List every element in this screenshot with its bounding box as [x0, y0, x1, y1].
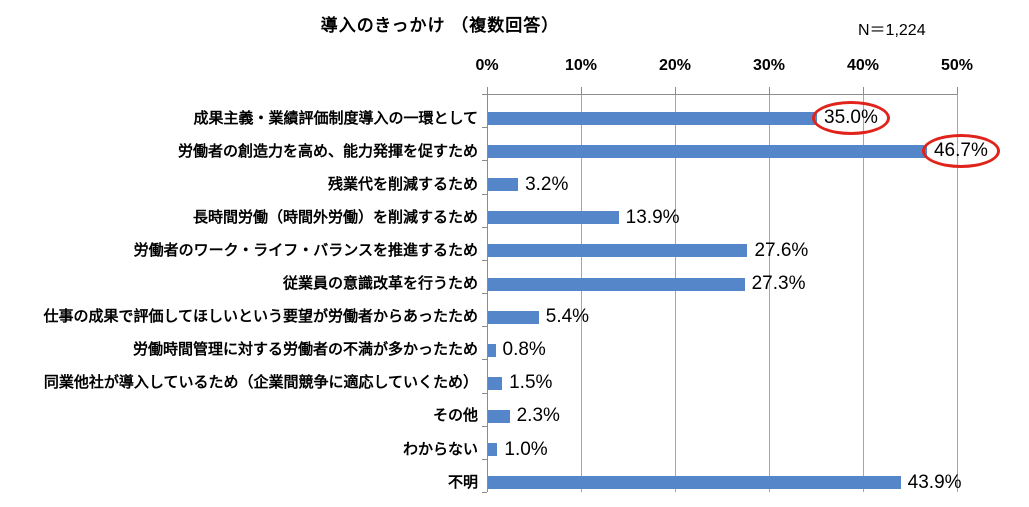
- gridline: [957, 94, 958, 492]
- bar: [488, 443, 498, 456]
- category-axis-tick-mark: [482, 425, 487, 427]
- plot-top-border: [487, 94, 957, 95]
- category-label: 労働者のワーク・ライフ・バランスを推進するため: [133, 241, 478, 259]
- category-label: 労働者の創造力を高め、能力発揮を促すため: [177, 142, 478, 160]
- x-axis-tick-mark: [769, 87, 770, 94]
- bar: [488, 310, 539, 324]
- value-label: 13.9%: [625, 206, 680, 228]
- value-label: 43.9%: [907, 471, 962, 493]
- value-label-circled: 35.0%: [812, 100, 890, 135]
- x-axis-tick-mark: [957, 87, 958, 94]
- category-axis-tick-mark: [482, 392, 487, 394]
- gridline: [675, 94, 676, 492]
- bar: [488, 376, 503, 390]
- category-axis-tick-mark: [482, 359, 487, 361]
- x-axis-tick-label: 10%: [564, 57, 598, 74]
- x-axis-tick-label: 40%: [846, 57, 880, 74]
- category-label: わからない: [402, 440, 478, 458]
- bar: [488, 409, 510, 423]
- chart-title: 導入のきっかけ （複数回答）: [320, 16, 560, 35]
- category-axis-line: [487, 87, 488, 492]
- category-label: 残業代を削減するため: [327, 175, 478, 193]
- category-axis-tick-mark: [482, 293, 487, 294]
- category-axis-tick-mark: [482, 226, 487, 228]
- gridline: [769, 94, 770, 492]
- x-axis-tick-mark: [581, 87, 582, 94]
- category-axis-tick-mark: [482, 492, 487, 493]
- bar: [488, 145, 927, 159]
- category-axis-tick-mark: [482, 326, 487, 328]
- bar: [488, 211, 619, 225]
- x-axis-tick-mark: [675, 87, 676, 94]
- value-label: 0.8%: [502, 339, 546, 361]
- bar: [488, 476, 901, 490]
- x-axis-tick-label: 50%: [940, 57, 974, 74]
- bar: [488, 244, 748, 258]
- category-label: 成果主義・業績評価制度導入の一環として: [193, 109, 478, 127]
- x-axis-tick-label: 0%: [475, 57, 499, 74]
- x-axis-tick-label: 30%: [752, 57, 786, 74]
- category-axis-tick-mark: [482, 160, 487, 162]
- category-label: 仕事の成果で評価してほしいという要望が労働者からあったため: [43, 308, 478, 326]
- category-label: 不明: [447, 473, 478, 491]
- category-label: その他: [432, 407, 478, 425]
- value-label: 1.0%: [504, 438, 548, 460]
- bar: [488, 343, 496, 357]
- value-label: 27.6%: [754, 239, 809, 261]
- value-label: 5.4%: [545, 306, 590, 328]
- value-label: 1.5%: [509, 372, 553, 394]
- value-label: 27.3%: [751, 273, 806, 294]
- category-label: 従業員の意識改革を行うため: [282, 275, 478, 292]
- category-axis-tick-mark: [482, 259, 487, 261]
- category-label: 労働時間管理に対する労働者の不満が多かったため: [132, 341, 478, 359]
- gridline: [863, 94, 864, 492]
- gridline: [581, 94, 582, 492]
- x-axis-tick-label: 20%: [658, 57, 692, 74]
- category-axis-tick-mark: [482, 193, 487, 195]
- value-label-circled: 46.7%: [921, 133, 1000, 168]
- category-axis-tick-mark: [482, 458, 487, 460]
- x-axis-tick-mark: [863, 87, 864, 94]
- sample-size-label: N＝1,224: [858, 22, 926, 39]
- bar: [488, 277, 745, 291]
- category-label: 同業他社が導入しているため（企業間競争に適応していくため）: [43, 374, 478, 392]
- category-axis-tick-mark: [482, 127, 487, 129]
- bar: [488, 112, 817, 125]
- category-label: 長時間労働（時間外労働）を削減するため: [192, 208, 478, 226]
- value-label: 2.3%: [516, 405, 560, 427]
- category-axis-tick-mark: [482, 94, 487, 95]
- value-label: 3.2%: [525, 173, 569, 195]
- bar: [488, 178, 519, 192]
